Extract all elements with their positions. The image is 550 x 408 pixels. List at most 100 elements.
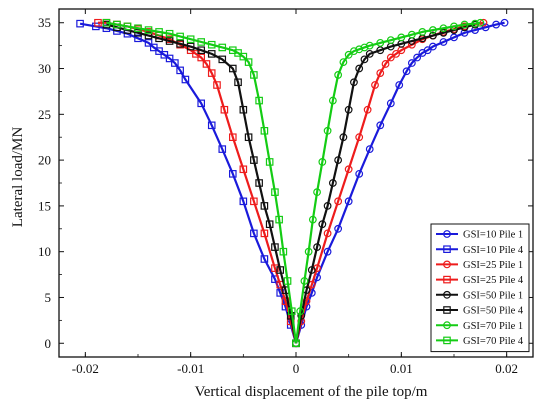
y-tick-label: 15 bbox=[38, 198, 51, 213]
data-point bbox=[386, 99, 395, 108]
data-point bbox=[418, 27, 427, 36]
legend-label: GSI=25 Pile 1 bbox=[463, 260, 523, 271]
data-point bbox=[339, 58, 348, 67]
data-point bbox=[296, 307, 305, 316]
data-point bbox=[144, 26, 153, 34]
data-point bbox=[307, 266, 316, 274]
data-point bbox=[150, 43, 158, 52]
data-point bbox=[260, 126, 269, 135]
x-tick-label: -0.01 bbox=[177, 361, 204, 376]
data-point bbox=[213, 81, 221, 89]
data-point bbox=[275, 215, 283, 224]
data-point bbox=[376, 69, 385, 78]
data-point bbox=[323, 126, 332, 135]
data-point bbox=[271, 264, 279, 272]
legend-label: GSI=50 Pile 1 bbox=[463, 290, 523, 301]
data-point bbox=[355, 64, 364, 73]
data-point bbox=[218, 145, 227, 153]
data-point bbox=[344, 105, 353, 114]
data-point bbox=[123, 22, 132, 31]
legend-label: GSI=10 Pile 1 bbox=[463, 230, 523, 241]
data-point bbox=[344, 165, 353, 174]
data-point bbox=[323, 229, 332, 238]
x-tick-label: 0 bbox=[293, 361, 300, 376]
data-point bbox=[450, 33, 458, 42]
data-point bbox=[318, 158, 327, 166]
data-point bbox=[386, 36, 395, 45]
data-point bbox=[492, 20, 501, 29]
legend-item: GSI=25 Pile 4 bbox=[436, 275, 524, 286]
data-point bbox=[360, 43, 369, 52]
data-point bbox=[186, 42, 195, 51]
data-point bbox=[181, 75, 190, 84]
data-point bbox=[271, 188, 279, 196]
data-point bbox=[328, 179, 337, 187]
data-point bbox=[265, 220, 274, 229]
plot-area bbox=[76, 18, 509, 348]
data-point bbox=[102, 18, 111, 27]
data-point bbox=[165, 37, 174, 45]
data-point bbox=[365, 49, 374, 58]
data-point bbox=[392, 49, 400, 58]
data-point bbox=[292, 339, 300, 348]
data-point bbox=[207, 40, 216, 49]
data-point bbox=[197, 99, 206, 108]
axes: -0.02 -0.01 0 0.01 0.02 0 5 10 15 20 25 30 35 bbox=[38, 8, 534, 376]
data-point bbox=[460, 20, 469, 29]
data-point bbox=[334, 224, 343, 233]
data-point bbox=[365, 145, 374, 154]
data-point bbox=[376, 38, 385, 47]
y-axis-title: Lateral load/MN bbox=[10, 127, 26, 228]
data-point bbox=[255, 179, 263, 187]
legend-swatch-marker bbox=[443, 336, 451, 345]
data-point bbox=[239, 197, 248, 206]
data-point bbox=[363, 105, 372, 114]
data-point bbox=[344, 197, 353, 206]
data-point bbox=[220, 105, 229, 114]
series-7 bbox=[292, 18, 485, 348]
series-8 bbox=[102, 18, 300, 348]
data-point bbox=[350, 47, 358, 56]
data-point bbox=[155, 28, 163, 36]
y-tick-label: 5 bbox=[45, 290, 52, 305]
data-point bbox=[260, 229, 269, 238]
data-point bbox=[407, 30, 416, 39]
data-point bbox=[239, 105, 248, 114]
legend-label: GSI=70 Pile 1 bbox=[463, 321, 523, 332]
data-point bbox=[308, 215, 317, 224]
data-point bbox=[207, 121, 216, 130]
legend: GSI=10 Pile 1 GSI=10 Pile 4 GSI=25 Pile 1 G… bbox=[430, 223, 530, 353]
legend-item: GSI=25 Pile 1 bbox=[436, 260, 523, 271]
data-point bbox=[144, 39, 153, 47]
data-point bbox=[500, 18, 509, 27]
data-point bbox=[360, 55, 369, 64]
x-tick-label: 0.02 bbox=[495, 361, 518, 376]
data-point bbox=[297, 311, 306, 320]
data-point bbox=[386, 53, 395, 62]
data-point bbox=[355, 133, 364, 142]
data-point bbox=[283, 277, 292, 285]
legend-swatch-marker bbox=[443, 290, 451, 299]
data-point bbox=[250, 197, 258, 206]
data-point bbox=[334, 71, 343, 79]
legend-item: GSI=50 Pile 4 bbox=[436, 306, 524, 317]
legend-label: GSI=50 Pile 4 bbox=[463, 306, 524, 317]
data-point bbox=[300, 277, 309, 285]
data-point bbox=[176, 66, 184, 75]
data-point bbox=[286, 311, 295, 320]
legend-item: GSI=50 Pile 1 bbox=[436, 290, 523, 301]
data-point bbox=[402, 67, 411, 76]
data-point bbox=[313, 264, 321, 273]
data-point bbox=[339, 133, 348, 142]
data-point bbox=[260, 255, 269, 263]
legend-label: GSI=10 Pile 4 bbox=[463, 245, 524, 256]
y-tick-label: 10 bbox=[38, 244, 51, 259]
data-point bbox=[328, 96, 337, 105]
legend-swatch-marker bbox=[443, 321, 451, 330]
y-tick-label: 35 bbox=[38, 15, 51, 30]
data-point bbox=[471, 19, 479, 28]
data-point bbox=[313, 243, 321, 252]
data-point bbox=[344, 50, 353, 59]
data-point bbox=[176, 39, 184, 48]
data-point bbox=[255, 96, 263, 105]
